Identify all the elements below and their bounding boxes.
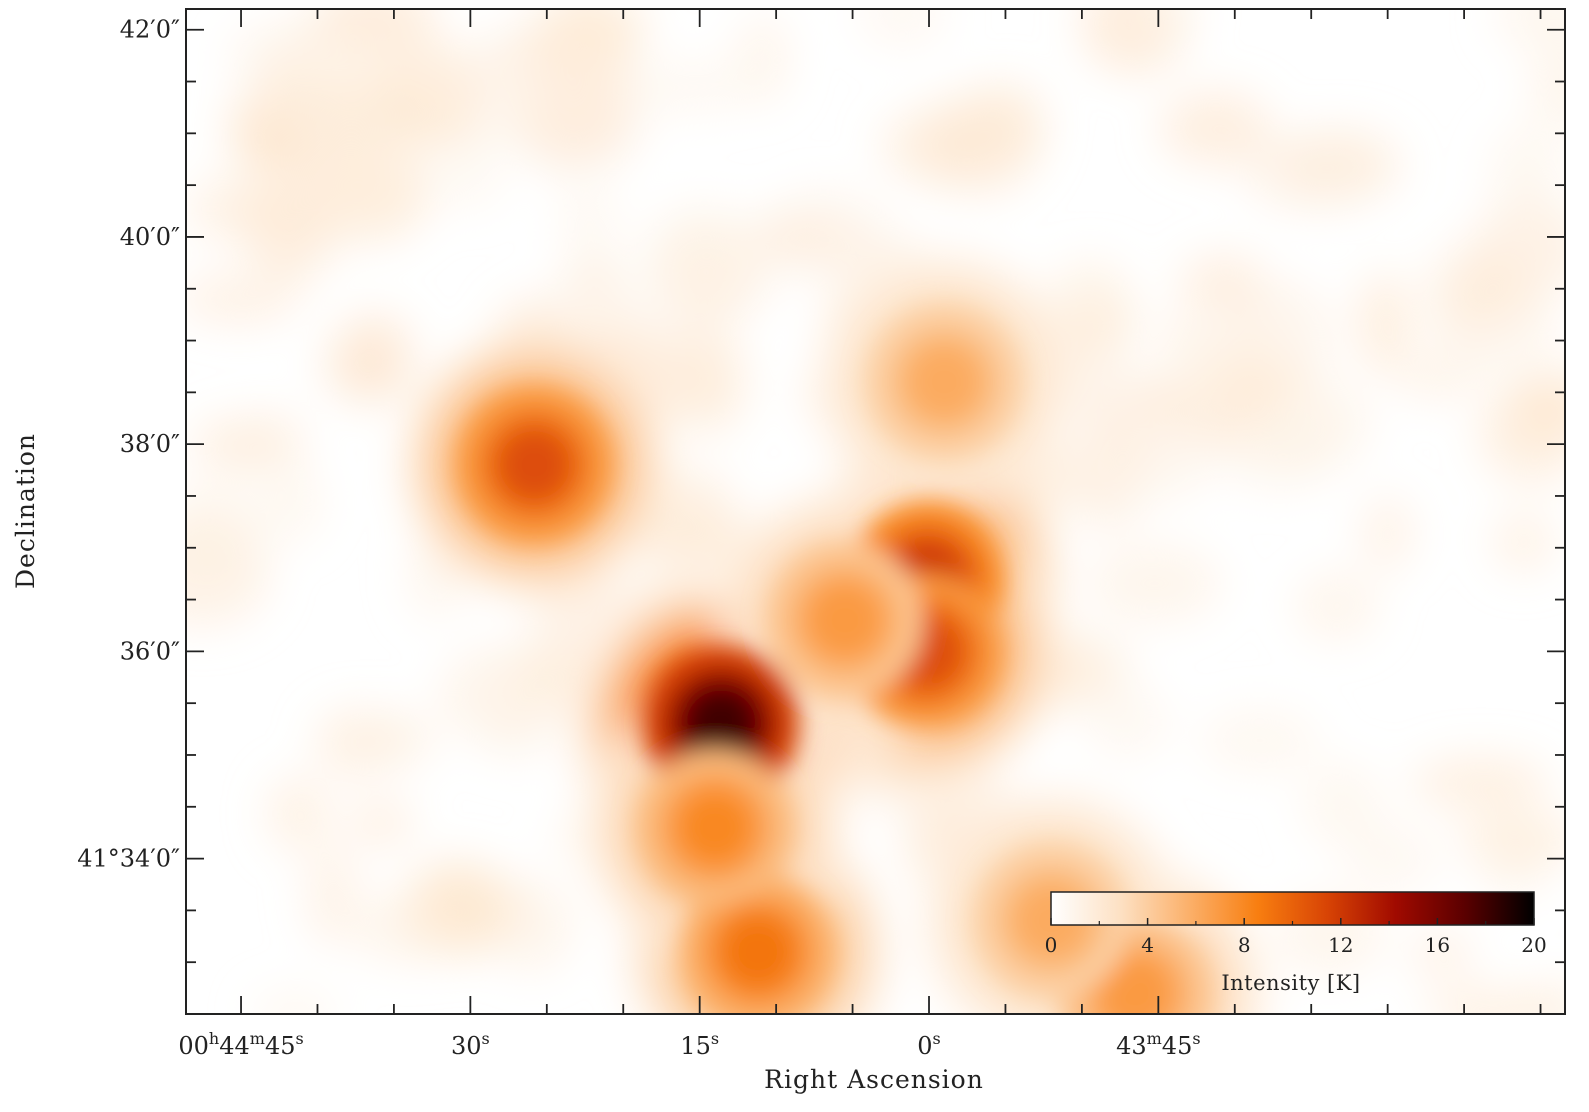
faint-emission xyxy=(1490,125,1562,213)
x-axis: 00h​44m​45s​ 30s​ 15s​ 0s​ 43m​45s​ xyxy=(178,9,1542,1060)
x-tick-label: 00h​44m​45s​ xyxy=(178,1029,303,1060)
y-tick-label: 36′0″ xyxy=(120,637,180,665)
faint-emission xyxy=(432,154,504,208)
emission-peak xyxy=(678,791,751,864)
faint-emission xyxy=(1160,90,1272,166)
colorbar-tick-label: 0 xyxy=(1045,933,1058,957)
faint-emission xyxy=(254,461,324,544)
faint-emission xyxy=(1492,510,1556,574)
y-axis-title: Declination xyxy=(11,433,40,589)
colorbar-title: Intensity [K] xyxy=(1221,971,1360,995)
faint-emission xyxy=(237,411,306,469)
faint-emission xyxy=(1358,271,1412,374)
x-tick-label: 43m​45s​ xyxy=(1116,1029,1200,1060)
faint-emission xyxy=(1219,359,1309,402)
colorbar-ramp xyxy=(1050,891,1535,926)
faint-emission xyxy=(921,91,1037,196)
faint-emission xyxy=(477,20,614,126)
faint-emission xyxy=(1200,709,1319,772)
faint-emission xyxy=(186,485,258,585)
faint-emission xyxy=(1479,383,1565,484)
plot-frame xyxy=(185,8,1566,1015)
faint-emission xyxy=(1411,927,1473,983)
faint-emission xyxy=(647,263,778,315)
x-tick-label: 0s​ xyxy=(917,1029,941,1060)
faint-emission xyxy=(621,60,753,114)
faint-emission xyxy=(186,272,300,325)
faint-emission xyxy=(264,9,390,119)
x-tick-label: 30s​ xyxy=(451,1029,490,1060)
colorbar-tick-label: 8 xyxy=(1238,933,1251,957)
faint-emission xyxy=(1430,244,1520,323)
faint-emission xyxy=(1179,254,1266,311)
emission-peak xyxy=(908,345,981,418)
faint-emission xyxy=(1393,353,1485,401)
emission-peak xyxy=(685,687,758,760)
faint-emission xyxy=(1095,439,1211,500)
emission-peak xyxy=(721,915,794,988)
faint-emission xyxy=(1460,811,1565,870)
faint-emission xyxy=(311,102,395,212)
faint-emission xyxy=(1495,9,1565,51)
x-tick-label: 15s​ xyxy=(680,1029,719,1060)
faint-emission xyxy=(336,311,415,404)
plot-axes: 00h​44m​45s​ 30s​ 15s​ 0s​ 43m​45s​ 41°34′0″… xyxy=(11,8,1566,1094)
colorbar-tick-label: 16 xyxy=(1425,933,1450,957)
faint-emission xyxy=(488,878,575,973)
faint-emission xyxy=(858,9,946,47)
faint-emission xyxy=(353,893,459,964)
faint-emission xyxy=(1160,310,1211,360)
faint-emission xyxy=(252,991,338,1014)
faint-emission xyxy=(1302,762,1383,847)
x-axis-title: Right Ascension xyxy=(764,1065,984,1094)
y-tick-label: 40′0″ xyxy=(120,223,180,251)
colorbar-tick-label: 4 xyxy=(1141,933,1154,957)
faint-emission xyxy=(1087,543,1222,623)
y-tick-label: 41°34′0″ xyxy=(77,845,180,873)
colorbar-tick-label: 12 xyxy=(1328,933,1353,957)
faint-emission xyxy=(644,465,734,550)
faint-emission xyxy=(349,798,414,848)
faint-emission xyxy=(1411,757,1550,809)
emission-peak xyxy=(498,428,571,501)
faint-emission xyxy=(1295,571,1379,642)
faint-emission xyxy=(736,12,790,104)
faint-emission xyxy=(1085,687,1169,758)
y-axis: 41°34′0″ 36′0″ 38′0″ 40′0″ 42′0″ xyxy=(77,16,1565,1015)
colorbar-tick-label: 20 xyxy=(1521,933,1546,957)
colorbar: 0 4 8 12 16 20 Intensity [K] xyxy=(1045,891,1547,995)
faint-emission xyxy=(230,112,306,167)
faint-emission xyxy=(306,843,357,947)
faint-emission xyxy=(558,177,620,261)
faint-emission xyxy=(1345,825,1439,892)
y-tick-label: 38′0″ xyxy=(120,430,180,458)
faint-emission xyxy=(1361,494,1414,573)
faint-emission xyxy=(1134,9,1194,45)
faint-emission xyxy=(766,189,890,278)
emission-peak xyxy=(1099,957,1172,1014)
faint-emission xyxy=(375,711,437,766)
faint-emission xyxy=(267,776,330,851)
faint-emission xyxy=(1075,370,1183,451)
y-tick-label: 42′0″ xyxy=(120,16,180,44)
faint-emission xyxy=(1428,990,1558,1014)
faint-emission xyxy=(187,176,289,242)
faint-emission xyxy=(439,646,572,743)
faint-emission xyxy=(566,255,626,299)
faint-emission xyxy=(1530,43,1565,135)
intensity-map xyxy=(186,9,1565,1014)
emission-peak xyxy=(808,584,881,657)
faint-emission xyxy=(1240,132,1381,211)
